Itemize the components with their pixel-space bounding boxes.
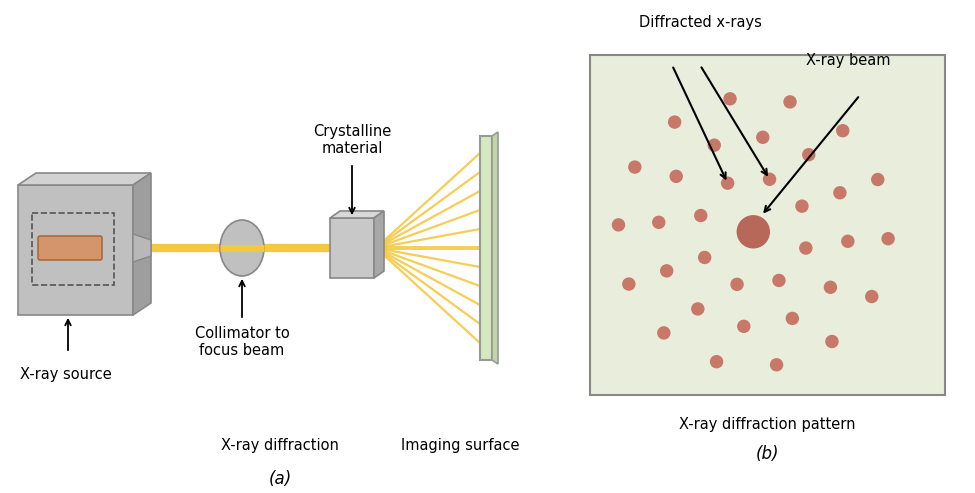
Text: Imaging surface: Imaging surface xyxy=(401,438,520,453)
Circle shape xyxy=(737,216,769,248)
Circle shape xyxy=(800,242,812,254)
Bar xyxy=(590,55,945,395)
Circle shape xyxy=(787,313,799,324)
Text: X-ray diffraction: X-ray diffraction xyxy=(221,438,339,453)
Circle shape xyxy=(661,265,673,277)
Circle shape xyxy=(695,210,707,221)
Text: X-ray beam: X-ray beam xyxy=(805,53,890,68)
Circle shape xyxy=(770,359,783,371)
Bar xyxy=(32,213,114,285)
Text: Diffracted x-rays: Diffracted x-rays xyxy=(639,15,761,30)
Circle shape xyxy=(866,290,878,303)
Polygon shape xyxy=(133,234,151,262)
Circle shape xyxy=(825,282,837,293)
Circle shape xyxy=(731,279,743,290)
Text: X-ray source: X-ray source xyxy=(20,367,112,382)
Circle shape xyxy=(872,174,883,185)
Circle shape xyxy=(711,356,722,368)
Polygon shape xyxy=(330,211,384,218)
Circle shape xyxy=(612,219,624,231)
FancyBboxPatch shape xyxy=(38,236,102,260)
Polygon shape xyxy=(133,173,151,315)
Circle shape xyxy=(658,327,670,339)
Text: Crystalline
material: Crystalline material xyxy=(313,124,391,156)
Circle shape xyxy=(841,235,854,247)
Polygon shape xyxy=(480,136,492,360)
Circle shape xyxy=(699,251,711,263)
Circle shape xyxy=(784,96,796,108)
Circle shape xyxy=(692,303,704,315)
Circle shape xyxy=(773,275,785,286)
Text: Collimator to
focus beam: Collimator to focus beam xyxy=(195,326,290,358)
Circle shape xyxy=(802,149,815,161)
Bar xyxy=(18,185,133,315)
Circle shape xyxy=(722,177,733,189)
Text: X-ray diffraction pattern: X-ray diffraction pattern xyxy=(679,417,855,432)
Text: (b): (b) xyxy=(756,445,779,463)
Circle shape xyxy=(708,139,721,151)
Polygon shape xyxy=(18,173,151,185)
Circle shape xyxy=(724,93,736,105)
Circle shape xyxy=(738,320,750,332)
Bar xyxy=(330,218,374,278)
Circle shape xyxy=(796,200,808,212)
Circle shape xyxy=(837,125,849,137)
Polygon shape xyxy=(492,132,498,364)
Circle shape xyxy=(653,216,665,228)
Text: (a): (a) xyxy=(268,470,292,488)
Circle shape xyxy=(623,278,635,290)
Circle shape xyxy=(826,336,838,348)
Circle shape xyxy=(763,173,775,185)
Circle shape xyxy=(669,116,681,128)
Ellipse shape xyxy=(220,220,264,276)
Polygon shape xyxy=(374,211,384,278)
Circle shape xyxy=(670,170,682,182)
Circle shape xyxy=(757,131,768,143)
Circle shape xyxy=(882,233,894,245)
Circle shape xyxy=(629,161,641,173)
Circle shape xyxy=(834,187,846,199)
